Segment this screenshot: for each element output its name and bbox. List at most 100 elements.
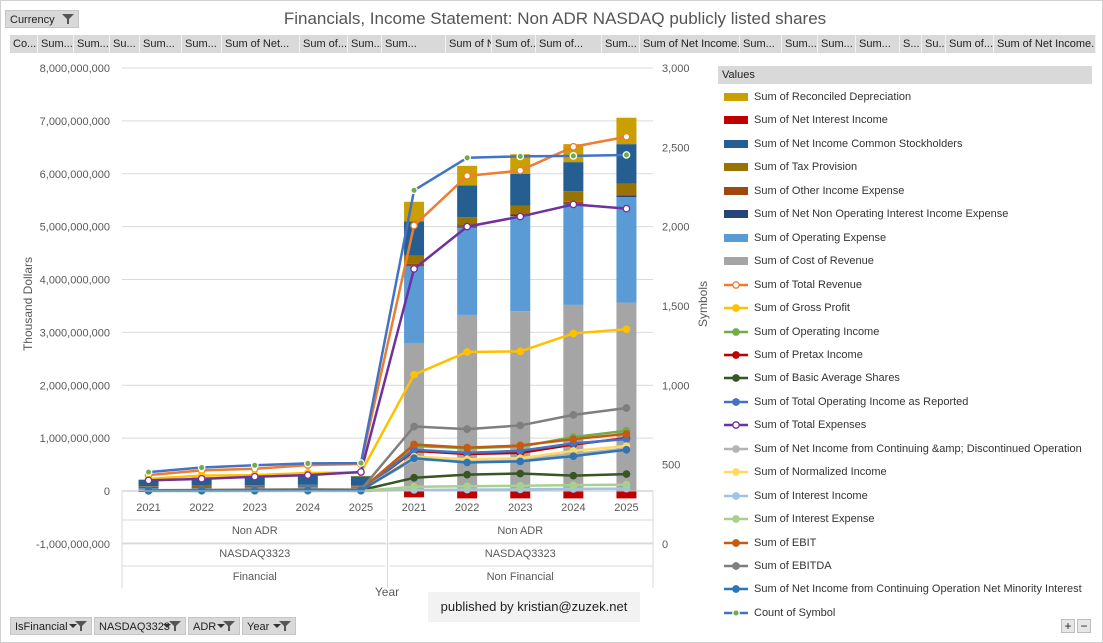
x-tick-label: 2024 xyxy=(296,502,320,514)
series-point xyxy=(622,480,631,489)
adr-filter-button[interactable]: ADR xyxy=(188,617,240,635)
value-field-3[interactable]: Su... xyxy=(110,35,140,53)
legend-label: Sum of Normalized Income xyxy=(754,466,887,479)
series-point xyxy=(569,152,578,160)
series-point xyxy=(569,435,578,444)
y-left-tick-label: 1,000,000,000 xyxy=(40,433,110,445)
legend-label: Sum of Net Income Common Stockholders xyxy=(754,137,963,150)
value-field-14[interactable]: Sum of Net Income... xyxy=(640,35,740,53)
series-point xyxy=(569,142,578,151)
isfinancial-filter-label: IsFinancial xyxy=(15,621,68,633)
filter-icon xyxy=(62,14,74,24)
series-point xyxy=(463,348,471,356)
x-tick-label: 2021 xyxy=(402,502,426,514)
legend-swatch xyxy=(724,468,748,477)
value-field-22[interactable]: Sum of Net Income... xyxy=(994,35,1096,53)
isfinancial-filter-button[interactable]: IsFinancial xyxy=(10,617,92,635)
value-field-4[interactable]: Sum... xyxy=(140,35,182,53)
bar-segment xyxy=(616,302,637,491)
value-field-20[interactable]: Su... xyxy=(922,35,946,53)
legend: Values Sum of Reconciled Depreciation Sum… xyxy=(718,66,1092,626)
series-point xyxy=(622,204,631,213)
x-tick-label: 2025 xyxy=(349,502,373,514)
legend-swatch xyxy=(724,186,748,195)
year-filter-button[interactable]: Year xyxy=(242,617,296,635)
x-tick-label: 2023 xyxy=(243,502,267,514)
series-line xyxy=(148,327,627,481)
series-point xyxy=(197,474,206,483)
nasdaq3323-filter-button[interactable]: NASDAQ3323 xyxy=(94,617,186,635)
legend-label: Sum of EBIT xyxy=(754,536,817,549)
value-field-7[interactable]: Sum of... xyxy=(300,35,348,53)
published-by-label: published by kristian@zuzek.net xyxy=(428,592,640,622)
series-point xyxy=(622,325,631,334)
series-point xyxy=(463,458,471,467)
value-field-18[interactable]: Sum... xyxy=(856,35,900,53)
currency-filter-button[interactable]: Currency xyxy=(5,10,79,28)
legend-swatch xyxy=(724,257,748,266)
legend-label: Sum of Interest Income xyxy=(754,489,868,502)
value-field-19[interactable]: S... xyxy=(900,35,922,53)
series-point xyxy=(410,265,418,273)
bar-segment xyxy=(510,491,531,499)
legend-swatch xyxy=(724,562,748,570)
value-field-16[interactable]: Sum... xyxy=(782,35,818,53)
value-field-8[interactable]: Sum... xyxy=(348,35,382,53)
x-group-label: Financial xyxy=(233,571,277,583)
series-point xyxy=(622,132,631,141)
value-field-21[interactable]: Sum of... xyxy=(946,35,994,53)
legend-label: Sum of Tax Provision xyxy=(754,161,858,174)
legend-swatch xyxy=(724,116,748,125)
y-left-axis-title: Thousand Dollars xyxy=(21,257,35,351)
value-field-9[interactable]: Sum... xyxy=(382,35,446,53)
y-left-tick-label: 0 xyxy=(104,486,110,498)
y-right-tick-label: 1,500 xyxy=(662,301,690,313)
y-left-tick-label: 2,000,000,000 xyxy=(40,380,110,392)
x-tick-label: 2022 xyxy=(189,502,213,514)
value-field-13[interactable]: Sum... xyxy=(602,35,640,53)
series-point xyxy=(516,212,525,221)
bar-segment xyxy=(616,197,637,303)
value-field-12[interactable]: Sum of... xyxy=(536,35,602,53)
nasdaq3323-filter-label: NASDAQ3323 xyxy=(99,621,170,633)
bar-segment xyxy=(563,491,584,499)
legend-swatch xyxy=(724,93,748,101)
y-left-tick-label: 3,000,000,000 xyxy=(40,327,110,339)
value-field-17[interactable]: Sum... xyxy=(818,35,856,53)
bar-segment xyxy=(297,484,318,486)
x-tick-label: 2021 xyxy=(136,502,160,514)
value-field-2[interactable]: Sum... xyxy=(74,35,110,53)
value-field-15[interactable]: Sum... xyxy=(740,35,782,53)
value-field-11[interactable]: Sum of... xyxy=(492,35,536,53)
series-point xyxy=(250,486,259,495)
x-tick-label: 2022 xyxy=(455,502,479,514)
x-tick-label: 2024 xyxy=(561,502,585,514)
bar-segment xyxy=(563,191,584,202)
value-field-6[interactable]: Sum of Net... xyxy=(222,35,300,53)
series-point xyxy=(463,222,471,231)
zoom-in-button[interactable]: + xyxy=(1061,619,1075,633)
y-left-tick-label: 6,000,000,000 xyxy=(40,169,110,181)
legend-label: Sum of Reconciled Depreciation xyxy=(754,91,912,103)
value-field-10[interactable]: Sum of Net... xyxy=(446,35,492,53)
y-left-tick-label: 5,000,000,000 xyxy=(40,222,110,234)
legend-swatch xyxy=(724,444,748,453)
zoom-out-button[interactable]: − xyxy=(1077,619,1091,633)
series-point xyxy=(516,347,525,356)
series-line xyxy=(148,135,627,477)
legend-swatch xyxy=(724,515,748,523)
series-point xyxy=(357,468,365,476)
series-point xyxy=(410,454,418,463)
legend-swatch xyxy=(724,374,748,383)
value-field-5[interactable]: Sum... xyxy=(182,35,222,53)
series-point xyxy=(463,153,471,162)
legend-swatch xyxy=(724,139,748,148)
bar-segment xyxy=(616,144,637,184)
bar-segment xyxy=(350,476,371,486)
y-right-tick-label: 3,000 xyxy=(662,63,690,75)
value-field-1[interactable]: Sum... xyxy=(38,35,74,53)
series-point xyxy=(357,459,365,467)
value-field-0[interactable]: Co... xyxy=(10,35,38,53)
x-group-label: NASDAQ3323 xyxy=(219,548,290,560)
